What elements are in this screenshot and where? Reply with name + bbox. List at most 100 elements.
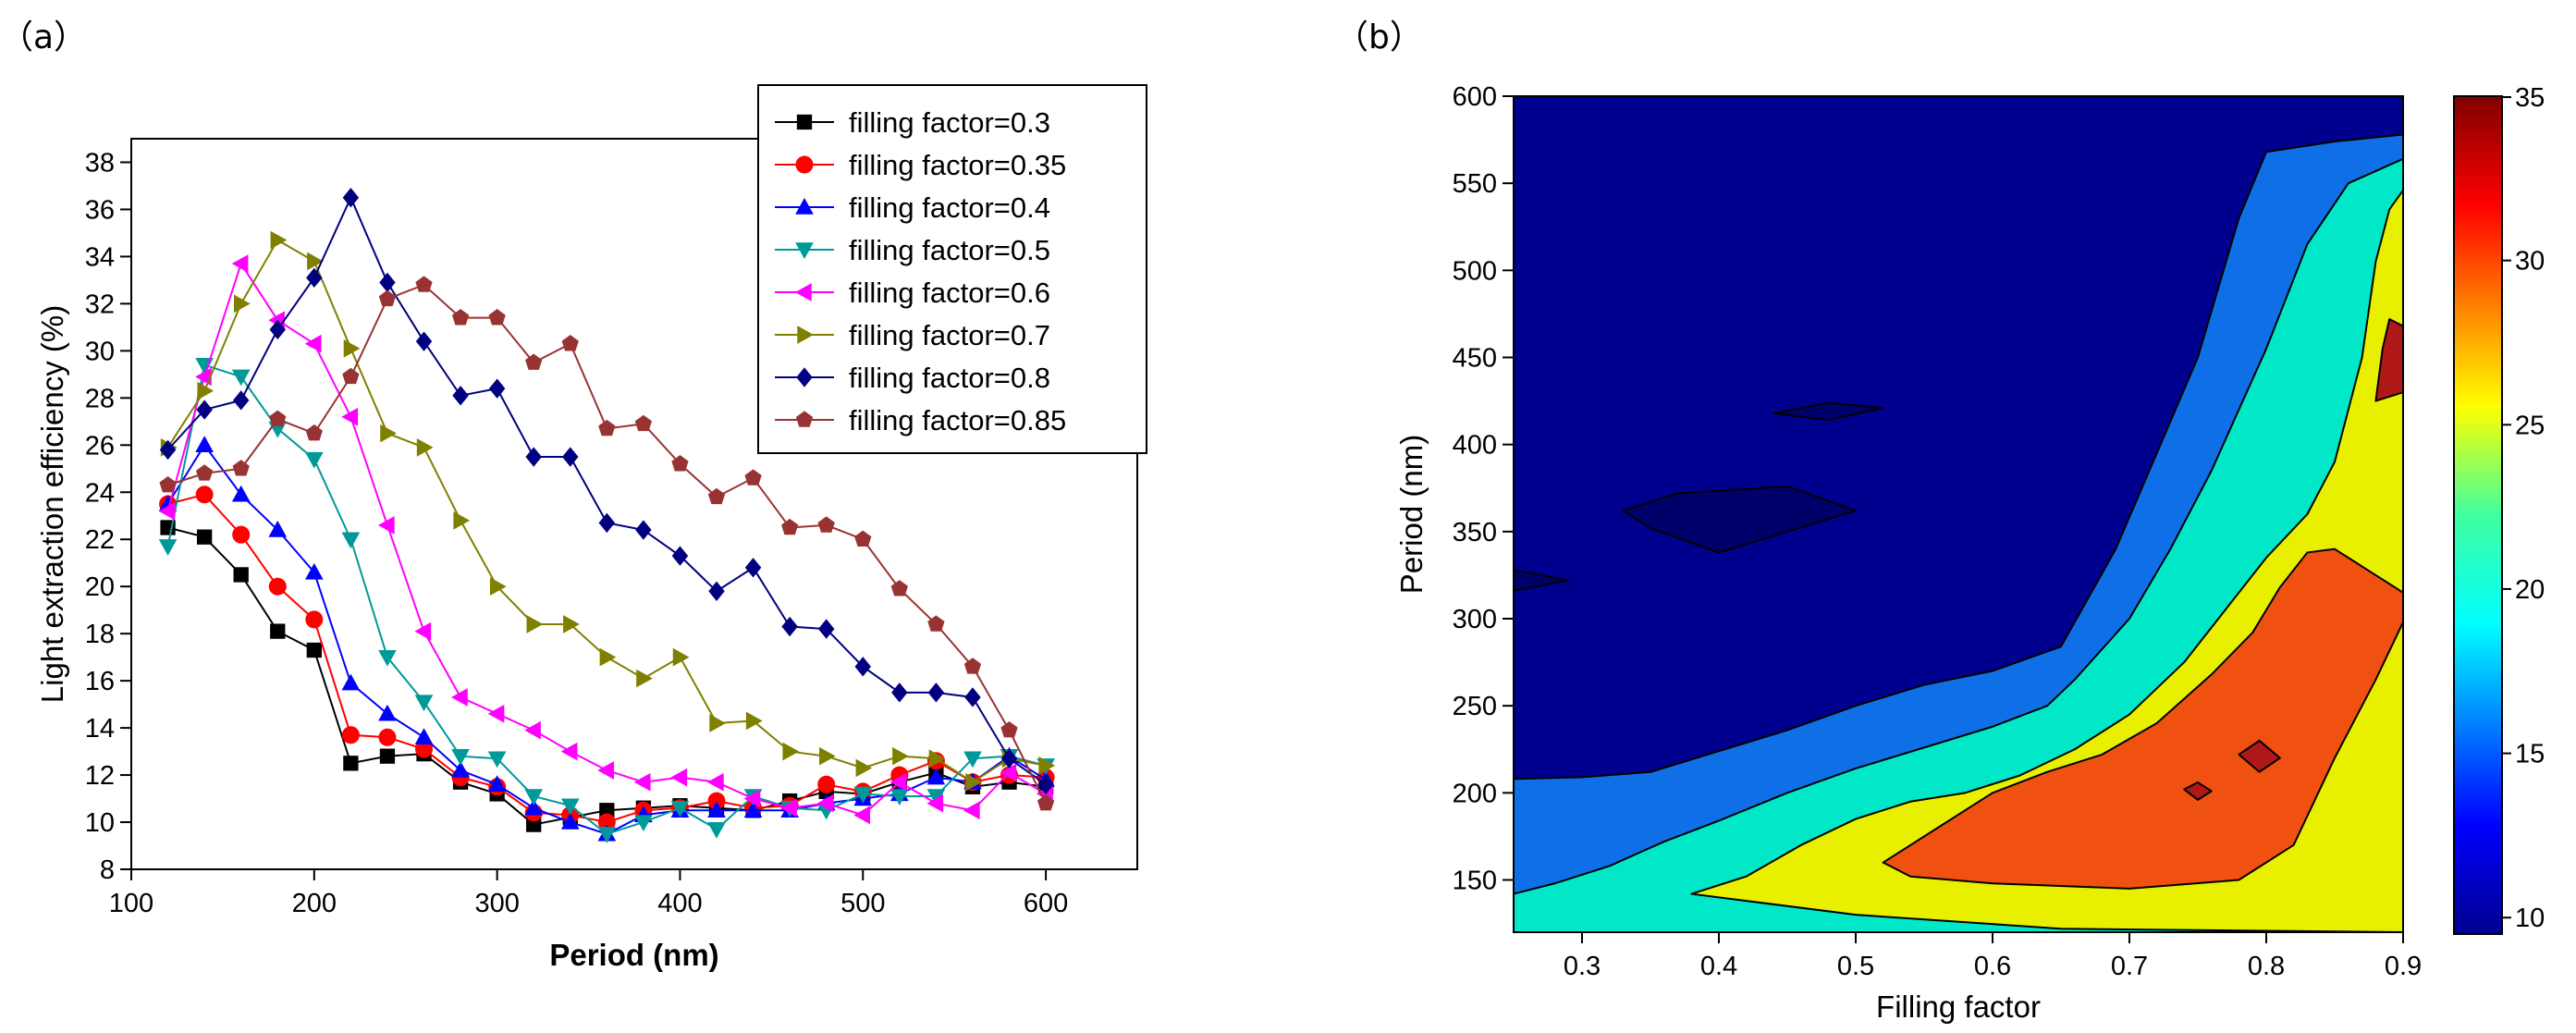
data-point bbox=[707, 821, 726, 839]
contour-region-below-10 bbox=[1514, 569, 1570, 592]
data-point bbox=[598, 419, 616, 437]
data-point bbox=[158, 501, 176, 521]
panel-b-x-axis-label: Filling factor bbox=[1876, 990, 2041, 1024]
data-point bbox=[743, 801, 763, 818]
legend-marker bbox=[796, 114, 813, 130]
y-tick-label: 10 bbox=[85, 808, 115, 838]
colorbar-tick-label: 10 bbox=[2515, 904, 2545, 933]
y-tick-label: 16 bbox=[85, 667, 115, 696]
data-point bbox=[709, 714, 727, 732]
data-point bbox=[634, 414, 653, 432]
data-point bbox=[633, 772, 651, 792]
data-point bbox=[560, 813, 580, 830]
data-point bbox=[342, 367, 360, 385]
data-point bbox=[524, 789, 544, 806]
contour-region-26-31 bbox=[1882, 547, 2403, 890]
data-point bbox=[781, 616, 798, 637]
y-tick-label: 150 bbox=[1453, 867, 1497, 896]
data-point bbox=[671, 546, 689, 566]
data-point bbox=[817, 775, 836, 793]
contour-region-below-10 bbox=[1773, 401, 1884, 422]
data-point bbox=[453, 510, 471, 530]
series-filling-factor-0.7 bbox=[160, 230, 1056, 792]
data-point bbox=[451, 688, 468, 707]
data-point bbox=[341, 673, 361, 691]
data-point bbox=[378, 704, 397, 721]
data-point bbox=[963, 801, 980, 820]
data-point bbox=[560, 742, 578, 761]
data-point bbox=[304, 451, 324, 469]
data-point bbox=[196, 400, 213, 420]
data-point bbox=[231, 485, 251, 502]
legend-box bbox=[757, 84, 1147, 454]
data-point bbox=[780, 798, 797, 818]
panel-a-y-ticks: 8 10 12 14 16 18 20 22 24 26 28 30 32 34 36 38 bbox=[85, 148, 131, 885]
data-point bbox=[415, 276, 433, 292]
panel-a-plot-frame bbox=[130, 138, 1138, 870]
data-point bbox=[853, 786, 873, 804]
data-point bbox=[817, 516, 835, 533]
data-point bbox=[744, 558, 762, 578]
data-point bbox=[708, 581, 725, 601]
y-tick-label: 550 bbox=[1453, 169, 1497, 199]
data-point bbox=[377, 516, 395, 535]
data-point bbox=[670, 801, 690, 818]
data-point bbox=[342, 188, 360, 208]
y-tick-label: 300 bbox=[1453, 605, 1497, 634]
colorbar-tick-label: 35 bbox=[2515, 83, 2545, 113]
data-point bbox=[488, 378, 506, 399]
data-point bbox=[963, 658, 982, 674]
data-point bbox=[196, 529, 213, 545]
colorbar-tick-label: 20 bbox=[2515, 575, 2545, 605]
series-filling-factor-0.85 bbox=[159, 276, 1055, 811]
data-point bbox=[451, 748, 470, 766]
data-point bbox=[743, 789, 761, 808]
data-point bbox=[305, 424, 323, 441]
data-point bbox=[487, 751, 507, 769]
legend-marker bbox=[795, 197, 814, 215]
legend-label: filling factor=0.3 bbox=[849, 106, 1050, 139]
y-tick-label: 30 bbox=[85, 337, 115, 366]
data-point bbox=[1000, 763, 1017, 782]
series-filling-factor-0.5 bbox=[158, 357, 1055, 843]
panel-a-label: （a） bbox=[0, 18, 87, 56]
legend-label: filling factor=0.4 bbox=[849, 191, 1050, 224]
data-point bbox=[1000, 721, 1018, 738]
panel-b-x-ticks: 0.3 0.4 0.5 0.6 0.7 0.8 0.9 bbox=[1564, 932, 2422, 981]
data-point bbox=[341, 532, 361, 549]
data-point bbox=[195, 464, 214, 481]
data-point bbox=[525, 447, 542, 467]
y-tick-label: 400 bbox=[1453, 431, 1497, 461]
data-point bbox=[414, 621, 432, 641]
contour-region-31-33 bbox=[2183, 781, 2213, 801]
x-tick-label: 0.9 bbox=[2385, 952, 2422, 981]
legend-marker bbox=[796, 367, 813, 387]
legend-marker bbox=[795, 155, 814, 174]
data-point bbox=[782, 742, 800, 761]
data-point bbox=[706, 772, 724, 792]
legend-label: filling factor=0.85 bbox=[849, 404, 1066, 437]
data-point bbox=[231, 369, 251, 387]
colorbar-tick-label: 15 bbox=[2515, 740, 2545, 769]
data-point bbox=[378, 728, 397, 746]
data-point bbox=[270, 230, 288, 250]
y-tick-label: 22 bbox=[85, 525, 115, 555]
data-point bbox=[599, 647, 617, 667]
legend-marker bbox=[795, 242, 814, 260]
data-point bbox=[304, 562, 324, 580]
data-point bbox=[269, 319, 287, 340]
y-tick-label: 34 bbox=[85, 242, 115, 272]
data-point bbox=[378, 289, 397, 307]
y-tick-label: 12 bbox=[85, 761, 115, 791]
data-point bbox=[343, 338, 361, 358]
data-point bbox=[415, 331, 433, 351]
x-tick-label: 0.3 bbox=[1564, 952, 1601, 981]
panel-a-x-ticks: 100 200 300 400 500 600 bbox=[109, 869, 1068, 918]
data-point bbox=[268, 577, 287, 596]
panel-a-y-axis-label: Light extraction efficiency (%) bbox=[35, 305, 69, 703]
x-tick-label: 100 bbox=[109, 889, 153, 918]
data-point bbox=[524, 720, 541, 740]
data-point bbox=[889, 789, 909, 806]
data-point bbox=[672, 647, 690, 667]
